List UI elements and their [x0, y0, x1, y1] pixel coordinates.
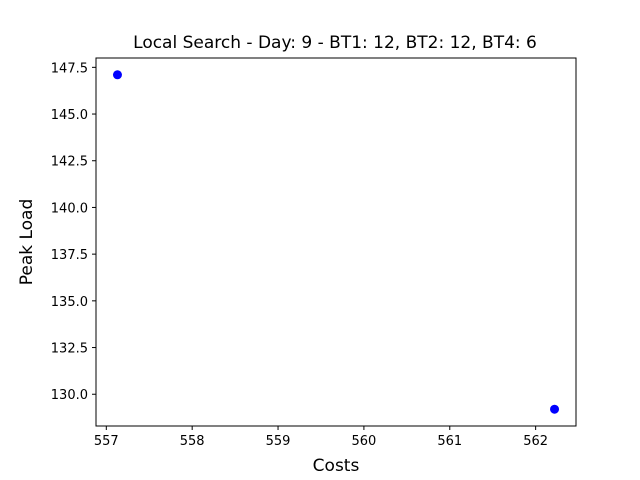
y-tick-label: 145.0 — [51, 108, 88, 123]
y-axis-label: Peak Load — [17, 199, 37, 286]
x-tick-label: 561 — [437, 434, 462, 449]
y-tick-label: 137.5 — [51, 248, 88, 263]
x-tick-label: 558 — [180, 434, 205, 449]
x-axis: 557 558 559 560 561 562 — [94, 426, 548, 449]
y-axis: 130.0 132.5 135.0 137.5 140.0 142.5 145.0 147.5 — [51, 61, 96, 403]
x-tick-label: 560 — [351, 434, 376, 449]
x-tick-label: 559 — [266, 434, 291, 449]
data-point — [112, 70, 122, 80]
x-axis-label: Costs — [313, 456, 360, 476]
y-tick-label: 132.5 — [51, 342, 88, 357]
y-tick-label: 130.0 — [51, 388, 88, 403]
y-tick-label: 140.0 — [51, 201, 88, 216]
chart-title: Local Search - Day: 9 - BT1: 12, BT2: 12… — [133, 33, 537, 53]
y-tick-label: 142.5 — [51, 155, 88, 170]
data-points — [112, 70, 560, 414]
data-point — [550, 404, 560, 414]
x-tick-label: 557 — [94, 434, 119, 449]
y-tick-label: 147.5 — [51, 61, 88, 76]
y-tick-label: 135.0 — [51, 295, 88, 310]
x-tick-label: 562 — [523, 434, 548, 449]
plot-area-frame — [95, 57, 577, 427]
